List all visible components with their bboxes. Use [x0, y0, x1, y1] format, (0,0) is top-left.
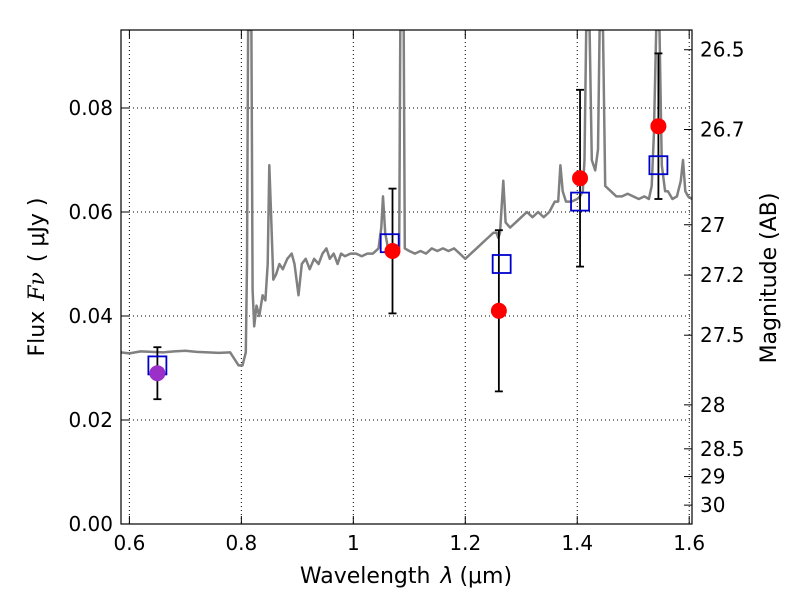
model-spectrum: [121, 30, 692, 367]
spectrum-line: [121, 30, 692, 367]
x-tick-label: 0.6: [113, 531, 145, 555]
observed-point: [490, 302, 507, 319]
x-tick-label: 1.2: [449, 531, 481, 555]
right-tick-label: 26.5: [700, 38, 745, 62]
model-photometry-square: [570, 191, 590, 212]
y-axis-label: FluxFν( μJy ): [25, 197, 50, 356]
model-photometry-square: [648, 155, 669, 176]
right-tick-label: 28.5: [700, 437, 745, 461]
right-tick-label: 28: [700, 393, 725, 417]
plot-frame: [120, 29, 693, 525]
right-tick-label: 29: [700, 465, 725, 489]
right-tick-label: 30: [700, 493, 725, 517]
x-tick-label: 1.4: [561, 531, 593, 555]
x-tick-label: 1: [347, 531, 360, 555]
right-tick-label: 27.5: [700, 323, 745, 347]
model-photometry-square: [491, 254, 512, 274]
x-axis-ticks: 0.6 0.8 1 1.2 1.4 1.6: [113, 30, 705, 555]
right-tick-label: 27.2: [700, 263, 745, 287]
right-tick-label: 26.7: [700, 118, 745, 142]
right-tick-label: 27: [700, 213, 725, 237]
model-photometry: [147, 155, 669, 376]
y-tick-label: 0.06: [68, 200, 113, 224]
observed-point: [384, 243, 401, 259]
y-tick-label: 0.08: [68, 96, 113, 120]
observed-photometry: [149, 118, 667, 382]
observed-point: [650, 118, 667, 135]
x-tick-label: 1.6: [673, 531, 705, 555]
y-tick-label: 0.04: [68, 304, 113, 328]
x-tick-label: 0.8: [225, 531, 257, 555]
right-axis-label: Magnitude (AB): [757, 193, 782, 364]
y-axis-ticks: 0.00 0.02 0.04 0.06 0.08: [68, 96, 129, 536]
y-tick-label: 0.00: [68, 512, 113, 536]
x-axis-label: Wavelength λ (μm): [300, 564, 512, 589]
grid-lines: [121, 30, 692, 525]
right-axis-ticks: 26.5 26.7 27 27.2 27.5 28 28.5 29 30: [684, 38, 745, 517]
observed-point: [572, 170, 589, 187]
y-tick-label: 0.02: [68, 408, 113, 432]
observed-point: [149, 365, 166, 382]
